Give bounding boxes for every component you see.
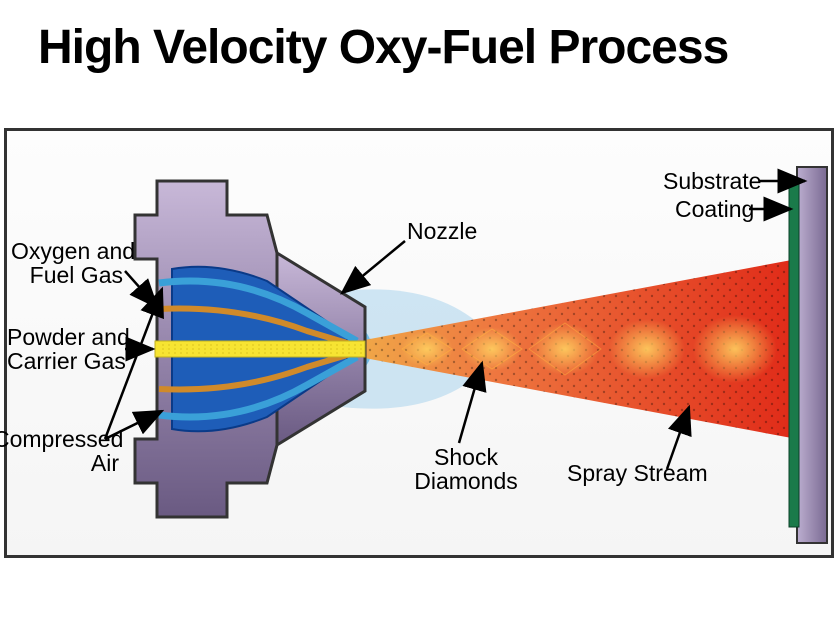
page-title: High Velocity Oxy-Fuel Process [38,20,728,75]
label-oxygen-fuel: Oxygen and Fuel Gas [11,239,123,287]
label-shock-diamonds: Shock Diamonds [411,445,521,493]
substrate [789,167,827,543]
label-powder-carrier: Powder and Carrier Gas [7,325,123,373]
label-coating: Coating [675,197,754,221]
label-spray-stream: Spray Stream [567,461,708,485]
label-substrate: Substrate [663,169,761,193]
label-nozzle: Nozzle [407,219,477,243]
coating-layer [789,183,799,527]
label-compressed-air: Compressed Air [0,427,119,475]
spray-gun [135,181,365,517]
diagram-frame: Nozzle Oxygen and Fuel Gas Powder and Ca… [4,128,834,558]
